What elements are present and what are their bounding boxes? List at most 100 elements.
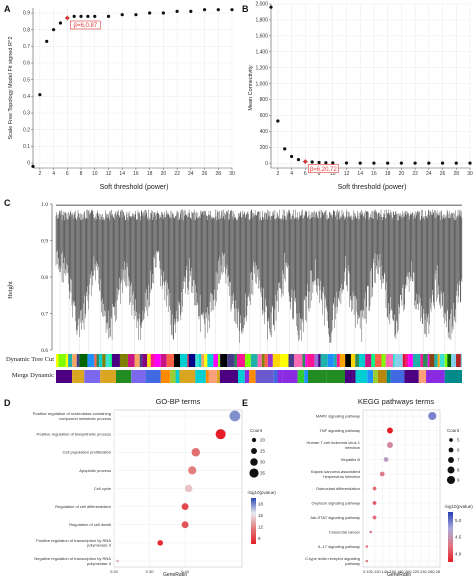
track-segment: [198, 354, 202, 367]
size-legend-dot: [447, 466, 455, 474]
track-segment: [422, 354, 428, 367]
x-tick-label: 8: [80, 171, 83, 177]
data-point: [324, 161, 328, 165]
track-segment: [58, 354, 66, 367]
size-legend-label: 25: [260, 449, 266, 454]
dot-point: [369, 530, 373, 534]
x-tick-label: 14: [357, 171, 363, 177]
data-point: [202, 8, 207, 12]
panel-letter-a: A: [4, 4, 11, 14]
size-legend-label: 7: [457, 458, 460, 463]
track-segment: [131, 370, 146, 383]
track-segment: [76, 354, 80, 367]
y-tick-label: 600: [260, 113, 269, 119]
y-tick-label: 0.5: [23, 77, 30, 83]
category-label: Osteoclast differentiation: [316, 486, 360, 491]
track-segment: [327, 354, 334, 367]
highlight-marker: [302, 158, 309, 165]
category-label: Positive regulation of biosynthetic proc…: [37, 432, 111, 437]
x-tick-label: 4: [52, 171, 55, 177]
dendro-y-tick-label: 0.6: [41, 348, 48, 354]
data-point: [269, 5, 273, 9]
y-tick-label: 1,600: [255, 34, 268, 40]
category-label: Human T-cell leukemia virus 1 infection: [306, 440, 360, 450]
track-segment: [249, 370, 256, 383]
panel-letter-d: D: [4, 398, 11, 408]
track-segment: [180, 354, 188, 367]
track-segment: [367, 370, 374, 383]
panel-letter-c: C: [4, 198, 11, 208]
x-tick-label: 10: [330, 171, 336, 177]
y-tick-label: 0.8: [23, 27, 30, 33]
dot-point: [372, 515, 377, 520]
track-segment: [139, 354, 143, 367]
y-tick-label: 0.3: [23, 111, 30, 117]
track-segment: [96, 354, 100, 367]
colorbar: [448, 512, 453, 562]
panel-d-title: GO-BP terms: [156, 397, 201, 406]
size-legend-dot: [249, 468, 259, 478]
track-segment: [429, 354, 435, 367]
track-segment: [173, 354, 181, 367]
panel-d-color-title: -log10(pvalue): [247, 490, 276, 495]
data-point: [283, 147, 287, 151]
track-segment: [392, 354, 396, 367]
x-tick-label: 6: [304, 171, 307, 177]
track-segment: [350, 354, 356, 367]
category-label: MAPK signaling pathway: [316, 413, 360, 418]
track-segment: [170, 370, 176, 383]
size-legend-label: 6: [457, 448, 460, 453]
track-segment: [250, 354, 258, 367]
x-tick-label: 20: [161, 171, 167, 177]
track-segment: [56, 370, 73, 383]
y-tick-label: 200: [260, 145, 269, 151]
track-segment: [219, 370, 238, 383]
y-tick-label: 800: [260, 97, 269, 103]
track-segment: [109, 354, 112, 367]
track-segment: [102, 354, 106, 367]
track-segment: [272, 354, 281, 367]
track-merge-dynamic: [56, 370, 462, 383]
track-segment: [175, 370, 180, 383]
dot-point: [181, 521, 189, 529]
dendro-leaves: [55, 209, 463, 343]
data-point: [45, 39, 49, 43]
x-tick-label: 20: [399, 171, 405, 177]
size-legend-label: 35: [260, 471, 266, 476]
track-segment: [195, 354, 199, 367]
track-segment: [84, 370, 101, 383]
x-tick-label: 0.22: [409, 569, 418, 574]
highlight-label: β=6,0.87: [73, 23, 97, 29]
track-segment: [444, 354, 448, 367]
track-segment: [460, 354, 462, 367]
x-tick-label: 12: [344, 171, 350, 177]
x-tick-label: 0.28: [432, 569, 441, 574]
track-segment: [111, 354, 120, 367]
x-tick-label: 0.40: [181, 569, 190, 574]
dot-point: [365, 545, 369, 548]
size-legend-label: 30: [260, 460, 266, 465]
data-point: [72, 14, 76, 18]
dendro-y-tick-label: 0.9: [41, 239, 48, 245]
dot-point: [383, 457, 389, 462]
y-tick-label: 1,800: [255, 18, 268, 24]
data-point: [358, 161, 362, 165]
data-point: [134, 13, 138, 17]
track-segment: [404, 370, 419, 383]
track-segment: [277, 370, 283, 383]
size-legend-dot: [251, 448, 257, 454]
highlight-label: β=6,20.72: [310, 167, 338, 173]
panel-b-ylabel: Mean Connectivity: [248, 65, 254, 110]
data-point: [317, 160, 321, 165]
category-label: Kaposi sarcoma-associated herpesvirus inf…: [311, 469, 360, 479]
category-label: Regulation of cell death: [69, 522, 111, 527]
track-segment: [87, 354, 95, 367]
data-point: [79, 14, 83, 18]
colorbar-tick-label: 12: [258, 524, 264, 529]
y-tick-label: 1,200: [255, 65, 268, 71]
track-segment: [160, 370, 171, 383]
track-segment: [244, 370, 250, 383]
x-tick-label: 18: [385, 171, 391, 177]
data-point: [386, 161, 390, 165]
panel-e-xlabel: GeneRatio: [387, 572, 411, 578]
